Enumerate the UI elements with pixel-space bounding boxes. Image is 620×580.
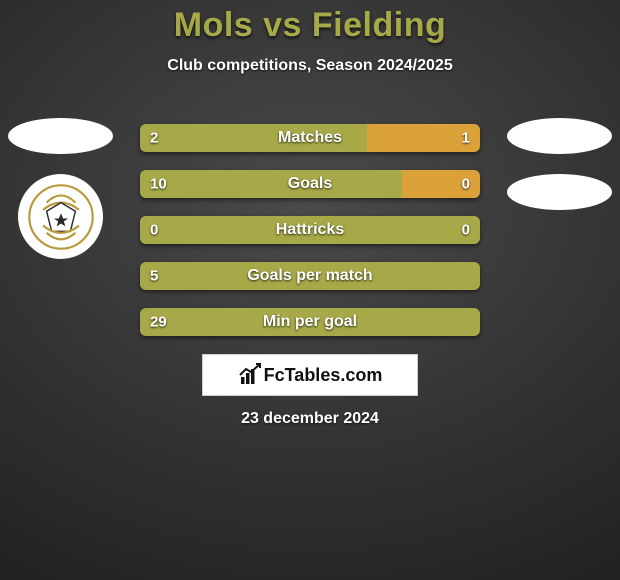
stats-bars: Matches21 Goals100 Hattricks00 Goals per ma…	[140, 124, 480, 354]
stat-row: Matches21	[140, 124, 480, 152]
stat-segment-right	[402, 170, 480, 198]
left-player-column	[8, 118, 113, 269]
stat-track	[140, 308, 480, 336]
stat-segment-left	[140, 124, 367, 152]
stat-segment-left	[140, 308, 480, 336]
brand-box[interactable]: FcTables.com	[202, 354, 418, 396]
page-subtitle: Club competitions, Season 2024/2025	[0, 57, 620, 75]
stat-segment-left	[140, 170, 402, 198]
stat-row: Min per goal29	[140, 308, 480, 336]
stat-segment-right	[367, 124, 480, 152]
stat-track	[140, 124, 480, 152]
page-title: Mols vs Fielding	[0, 0, 620, 45]
player-right-ellipse-1	[507, 118, 612, 154]
player-right-ellipse-2	[507, 174, 612, 210]
stat-row: Hattricks00	[140, 216, 480, 244]
stat-track	[140, 170, 480, 198]
brand-text: FcTables.com	[264, 365, 383, 386]
stat-segment-left	[140, 262, 480, 290]
player-left-ellipse	[8, 118, 113, 154]
bar-chart-icon	[238, 363, 262, 387]
stat-row: Goals per match5	[140, 262, 480, 290]
club-crest-left	[18, 174, 103, 259]
stat-track	[140, 216, 480, 244]
stat-row: Goals100	[140, 170, 480, 198]
stat-segment-left	[140, 216, 480, 244]
stat-track	[140, 262, 480, 290]
right-player-column	[507, 118, 612, 230]
crest-icon	[25, 181, 97, 253]
footer-date: 23 december 2024	[0, 410, 620, 428]
